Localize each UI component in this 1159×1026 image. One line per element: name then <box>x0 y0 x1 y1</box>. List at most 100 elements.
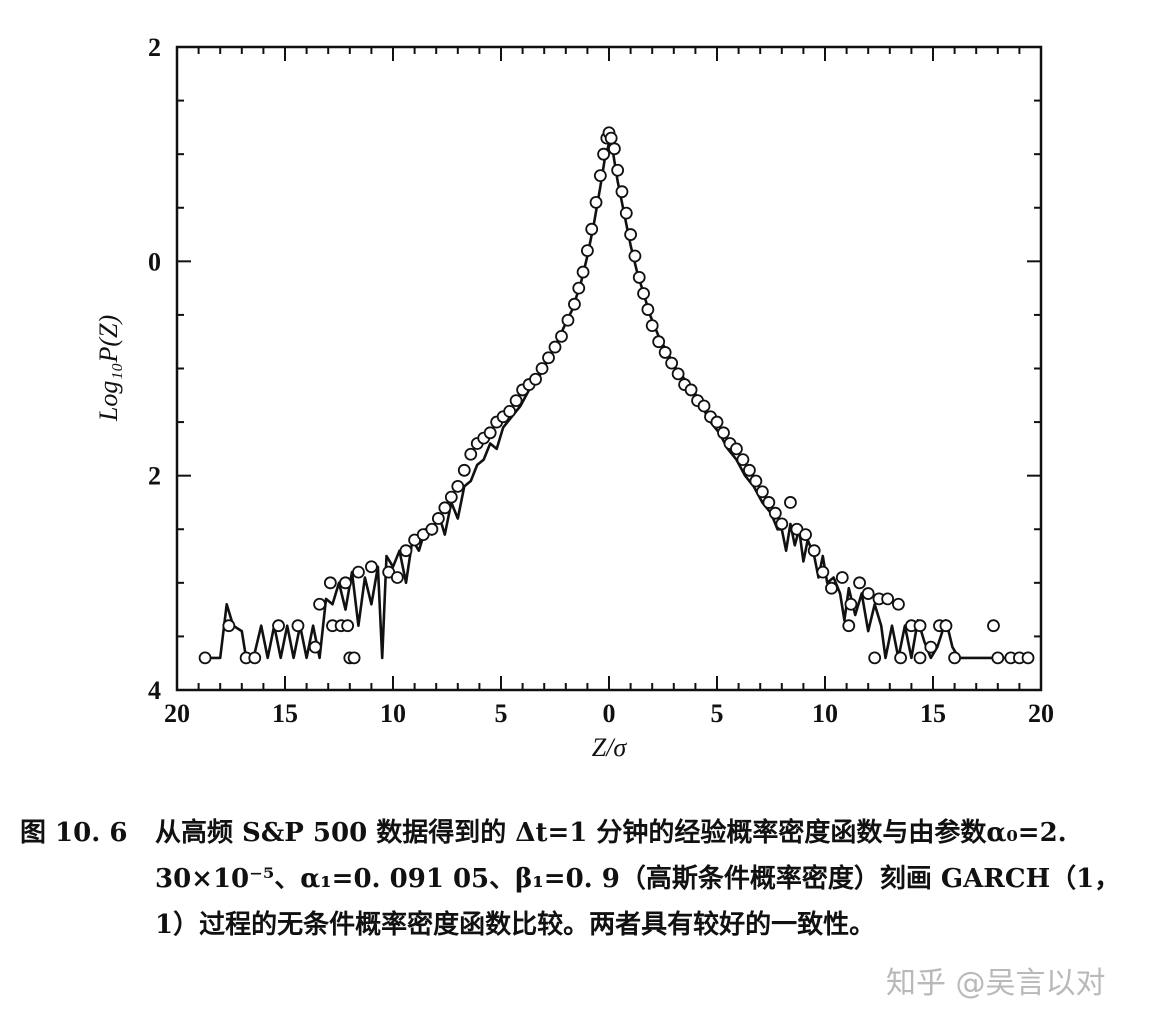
data-point <box>272 619 285 633</box>
x-tick-label: 15 <box>272 699 298 728</box>
data-point <box>339 576 352 590</box>
data-point <box>913 619 927 633</box>
data-point <box>352 565 365 579</box>
data-point <box>248 651 262 665</box>
y-tick-label: 2 <box>148 33 161 62</box>
data-point <box>438 501 452 515</box>
data-point <box>632 271 646 284</box>
y-tick-label: 4 <box>148 676 161 705</box>
data-point <box>665 356 679 370</box>
data-point <box>585 222 599 236</box>
data-point <box>987 619 1000 633</box>
data-point <box>308 640 322 654</box>
x-tick-label: 5 <box>495 699 508 728</box>
data-point <box>853 576 866 590</box>
data-point <box>593 169 607 183</box>
data-point <box>568 297 581 311</box>
x-tick-label: 0 <box>603 699 616 728</box>
data-point <box>749 474 763 488</box>
data-point <box>658 346 672 359</box>
data-point <box>784 496 797 509</box>
data-point <box>619 206 633 220</box>
data-point <box>868 651 882 665</box>
data-point <box>341 619 355 633</box>
data-point <box>457 463 471 477</box>
data-point <box>313 597 326 611</box>
data-point <box>991 651 1005 665</box>
data-point <box>628 249 642 263</box>
data-point <box>844 597 858 611</box>
data-point <box>807 544 821 558</box>
y-tick-label: 2 <box>148 462 161 491</box>
data-point <box>542 351 555 365</box>
data-point <box>881 592 895 606</box>
data-point <box>762 496 776 509</box>
data-point <box>589 195 603 209</box>
data-point <box>425 522 439 536</box>
data-point <box>861 587 875 600</box>
data-point <box>799 528 812 542</box>
y-axis-label: Log₁₀P(Z) <box>94 315 123 422</box>
data-point <box>842 619 856 633</box>
x-tick-label: 20 <box>164 699 190 728</box>
data-point <box>652 335 666 349</box>
data-point <box>645 319 659 333</box>
data-point <box>637 287 650 300</box>
data-point <box>323 576 337 590</box>
data-point <box>604 131 618 145</box>
data-point <box>894 651 907 665</box>
data-point <box>222 619 236 633</box>
data-point <box>710 415 724 429</box>
data-point <box>684 383 698 397</box>
data-point <box>624 228 637 241</box>
data-point <box>892 597 905 611</box>
x-tick-label: 15 <box>920 699 946 728</box>
data-point <box>768 506 782 520</box>
data-point <box>825 581 838 595</box>
figure-number: 图 10. 6 <box>20 818 128 848</box>
x-tick-label: 10 <box>380 699 406 728</box>
data-point <box>641 303 655 316</box>
data-point <box>717 426 730 440</box>
data-point <box>948 651 961 665</box>
data-point <box>736 453 750 466</box>
data-point <box>483 426 497 440</box>
data-point <box>697 399 711 413</box>
data-point <box>597 147 610 161</box>
data-point <box>444 490 458 504</box>
data-point <box>671 367 685 381</box>
data-point <box>576 265 590 279</box>
data-point <box>390 571 404 584</box>
data-point <box>451 479 465 493</box>
figure-caption-text: 从高频 S&P 500 数据得到的 Δt=1 分钟的经验概率密度函数与由参数α₀… <box>155 818 1121 940</box>
data-point <box>730 442 743 456</box>
data-point <box>775 517 789 531</box>
data-point <box>548 340 562 354</box>
data-point <box>509 394 523 408</box>
data-point <box>572 281 586 295</box>
data-point <box>835 571 849 584</box>
data-point <box>198 651 212 665</box>
series-circles <box>198 126 1035 665</box>
data-point <box>561 313 575 327</box>
data-point <box>939 619 953 633</box>
data-point <box>364 560 378 574</box>
data-point <box>291 619 305 633</box>
data-point <box>503 404 517 418</box>
data-point <box>581 244 594 258</box>
data-point <box>608 142 621 156</box>
data-point <box>1021 651 1035 665</box>
data-point <box>555 329 568 343</box>
data-point <box>755 485 769 499</box>
watermark: 知乎 @吴言以对 <box>886 966 1106 1001</box>
data-point <box>743 463 756 477</box>
data-point <box>535 362 549 375</box>
data-point <box>464 447 478 461</box>
x-tick-label: 5 <box>711 699 724 728</box>
data-point <box>615 185 629 199</box>
x-tick-label: 10 <box>812 699 838 728</box>
data-point <box>611 163 625 177</box>
data-point <box>913 651 927 665</box>
